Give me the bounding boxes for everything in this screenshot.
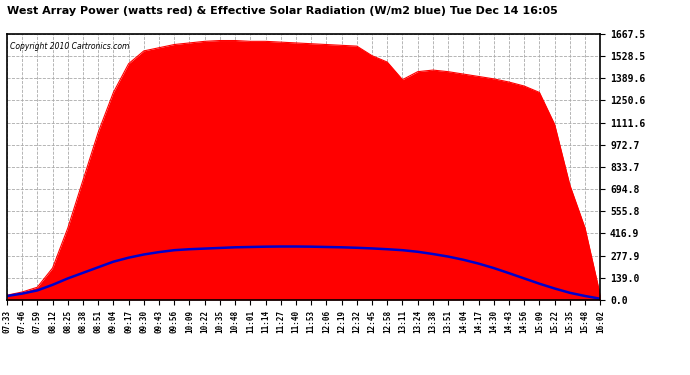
Text: Copyright 2010 Cartronics.com: Copyright 2010 Cartronics.com — [10, 42, 129, 51]
Text: West Array Power (watts red) & Effective Solar Radiation (W/m2 blue) Tue Dec 14 : West Array Power (watts red) & Effective… — [7, 6, 558, 16]
